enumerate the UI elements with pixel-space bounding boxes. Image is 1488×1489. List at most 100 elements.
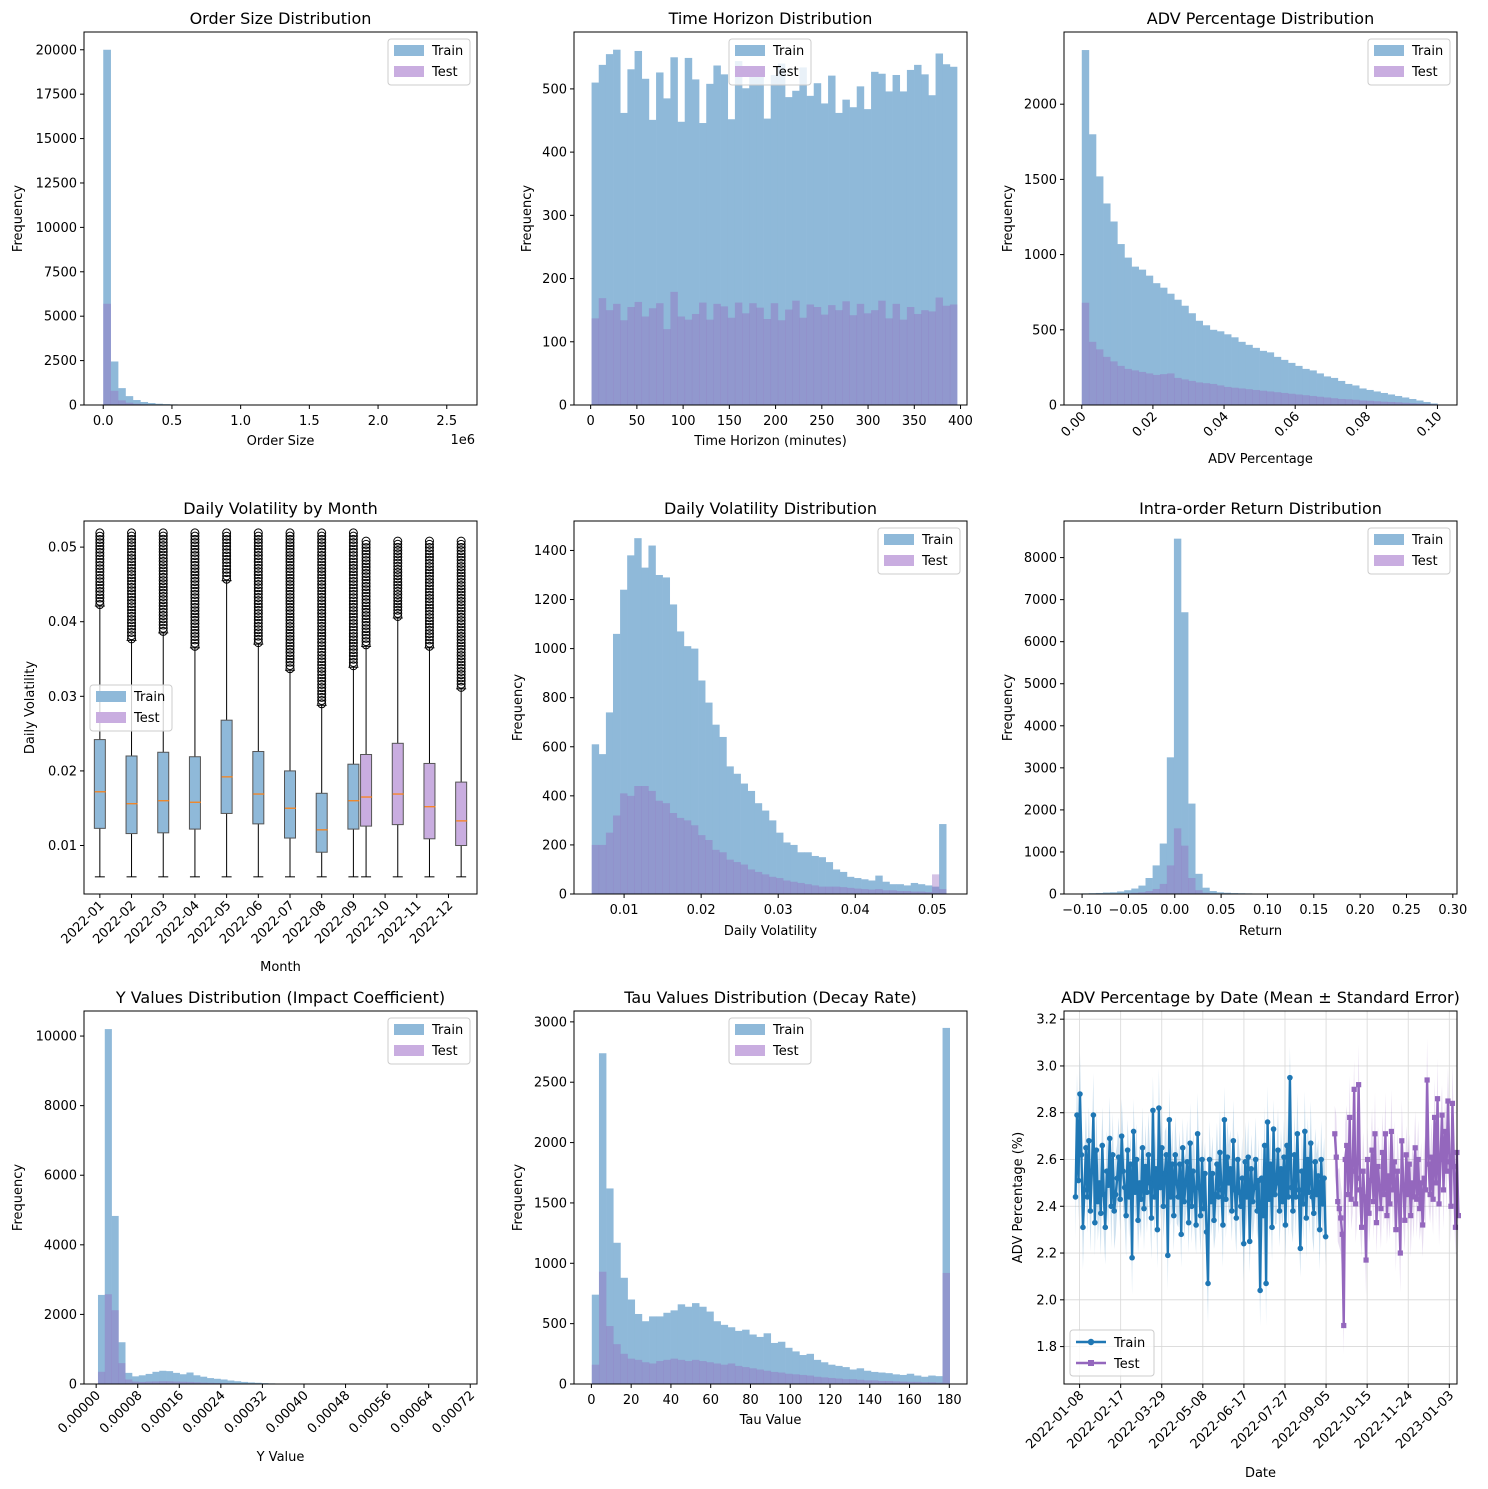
bar-test	[656, 1361, 664, 1384]
bar-train	[761, 810, 770, 894]
outlier	[253, 563, 263, 573]
bar-train	[97, 1294, 106, 1384]
outlier	[348, 628, 358, 638]
outlier	[361, 562, 371, 572]
bar-test	[1202, 892, 1210, 894]
bar-test	[871, 310, 879, 405]
outlier	[253, 573, 263, 583]
bar-test	[125, 402, 134, 405]
point-train	[1132, 1189, 1138, 1196]
bar-train	[849, 107, 858, 405]
outlier	[253, 589, 263, 599]
bar-train	[591, 744, 600, 894]
point-train	[1299, 1168, 1305, 1174]
point-train	[1083, 1145, 1089, 1151]
bar-test	[818, 886, 826, 894]
bar-test	[863, 313, 872, 405]
point-test	[1403, 1152, 1409, 1158]
outlier	[253, 547, 263, 557]
bar-test	[684, 1361, 693, 1384]
bar-test	[734, 302, 743, 405]
bar-test	[1188, 878, 1196, 894]
outlier	[253, 534, 263, 544]
bar-train	[1138, 269, 1147, 405]
outlier	[424, 616, 434, 626]
outlier	[348, 615, 358, 625]
x-ticks: 2022-012022-022022-032022-042022-052022-…	[59, 894, 456, 947]
outlier	[158, 563, 168, 573]
outlier	[361, 591, 371, 601]
y-tick-label: 2000	[44, 1308, 77, 1323]
legend-label-test: Test	[133, 711, 160, 726]
plot-frame	[1063, 31, 1458, 406]
outlier	[317, 657, 327, 667]
outlier	[95, 564, 105, 574]
outlier	[348, 589, 358, 599]
bar-test	[863, 1380, 872, 1384]
bar-train	[227, 1380, 235, 1384]
outlier	[285, 641, 295, 651]
outlier	[95, 587, 105, 597]
outlier	[285, 628, 295, 638]
point-train	[1098, 1210, 1104, 1217]
bar-train	[193, 1375, 201, 1384]
point-train	[1111, 1208, 1118, 1214]
point-train	[1072, 1194, 1079, 1200]
point-train	[1208, 1198, 1214, 1205]
outlier	[348, 648, 358, 658]
point-train	[1273, 1180, 1280, 1186]
bar-test	[726, 859, 734, 894]
outlier	[361, 556, 371, 566]
outlier	[158, 557, 168, 567]
outlier	[361, 601, 371, 611]
outlier	[348, 638, 358, 648]
bar-train	[676, 631, 685, 894]
bar-train	[627, 1299, 636, 1384]
bar-train	[104, 1029, 112, 1384]
bar-test	[1209, 383, 1218, 405]
point-train	[1153, 1166, 1159, 1172]
bar-train	[1117, 891, 1125, 894]
box-iqr	[220, 719, 233, 814]
bar-train	[1131, 888, 1139, 894]
bar-train	[1110, 221, 1118, 405]
outlier	[127, 576, 137, 586]
y-tick-label: 2500	[44, 354, 77, 369]
outlier	[285, 654, 295, 664]
bar-test	[928, 311, 936, 405]
bar-test	[1202, 383, 1211, 405]
bar-test	[1380, 401, 1388, 405]
bar-train	[777, 63, 786, 405]
outlier	[285, 534, 295, 544]
outlier	[95, 574, 105, 584]
x-axis-label: Return	[1239, 924, 1282, 939]
bar-test	[649, 1363, 657, 1384]
point-train	[1129, 1254, 1135, 1261]
outlier	[361, 624, 371, 634]
point-train	[1138, 1196, 1144, 1203]
x-tick-label: 180	[937, 1393, 962, 1408]
bar-test	[790, 881, 798, 894]
bar-train	[620, 589, 628, 894]
bar-test	[749, 1368, 757, 1384]
bar-train	[234, 1381, 242, 1384]
x-tick-label: 0.00024	[180, 1388, 229, 1437]
bar-test	[125, 1379, 133, 1384]
outlier	[317, 641, 327, 651]
outlier	[424, 635, 434, 645]
box-iqr	[284, 770, 297, 839]
outlier	[222, 561, 232, 571]
bar-test	[820, 314, 829, 405]
bar-train	[140, 401, 149, 405]
point-test	[1363, 1257, 1369, 1263]
bar-test	[1216, 385, 1225, 405]
bar-train	[598, 1053, 607, 1384]
bar-test	[598, 298, 607, 405]
point-test	[1351, 1086, 1357, 1092]
point-train	[1270, 1126, 1277, 1132]
bar-train	[828, 75, 836, 405]
y-tick-label: 7500	[44, 265, 77, 280]
chart-title: Y Values Distribution (Impact Coefficien…	[115, 988, 445, 1007]
bar-test	[756, 307, 764, 405]
outlier	[253, 560, 263, 570]
